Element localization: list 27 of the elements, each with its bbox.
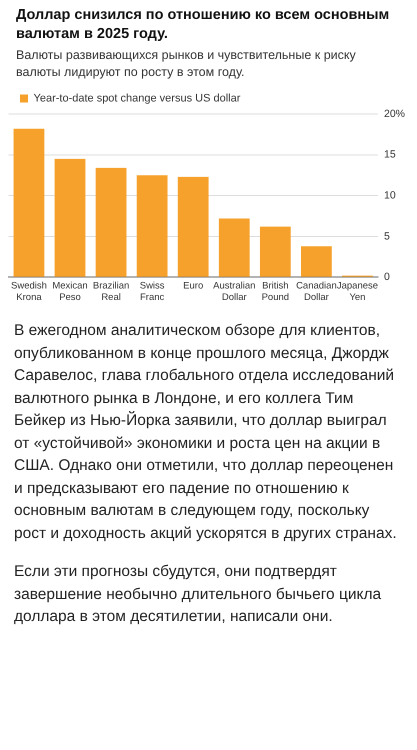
x-tick-label: Canadian Dollar [296, 280, 337, 303]
bar [136, 175, 168, 277]
bar [218, 218, 250, 277]
bar [178, 176, 209, 277]
legend-label: Year-to-date spot change versus US dollar [34, 92, 241, 105]
x-tick-label: Australian Dollar [213, 280, 256, 303]
x-tick-label: Brazilian Real [92, 280, 130, 303]
bar [96, 168, 126, 277]
y-tick-label: 10 [384, 189, 396, 202]
x-tick-label: Swiss Franc [140, 280, 165, 303]
x-tick-label: British Pound [262, 280, 290, 303]
x-tick-label: Euro [183, 280, 204, 292]
y-tick-label: 20% [384, 108, 405, 120]
bar [54, 158, 86, 277]
x-tick-label: Swedish Krona [10, 280, 47, 303]
text: В ежегодном аналитическом обзоре для клиентов, опубликованном в конце прошлого месяца, Джордж Саравелос, глава глобального отдела исследований валютного рынка в Лондоне, и его коллега Тим Бейкер из Нью-Йорка заявили, что доллар выиграл от «устойчивой» экономики и роста цен на акции в США. Однако они отметили, что доллар переоценен и предсказывают его падение по отношению к основным валютам в следующем году, поскольку рост и доходность акций ускорятся в других странах. [14, 322, 397, 542]
x-tick-label: Japanese Yen [336, 280, 378, 303]
y-tick-label: 5 [384, 230, 390, 242]
y-tick-label: 15 [384, 148, 396, 161]
bar [300, 246, 332, 277]
x-tick-label: Mexican Peso [52, 280, 88, 303]
chart-title: Доллар снизился по отношению ко всем основным валютам в 2025 году. [16, 6, 390, 44]
text: Если эти прогнозы сбудутся, они подтвердят завершение необычно длительного бычьего цикла доллара в этом десятилетии, написали они. [14, 562, 382, 627]
bar [14, 128, 44, 277]
bar [260, 226, 291, 277]
chart-subtitle: Валюты развивающихся рынков и чувствительные к риску валюты лидируют по росту в этом году. [16, 47, 357, 81]
y-tick-label: 0 [384, 271, 390, 284]
